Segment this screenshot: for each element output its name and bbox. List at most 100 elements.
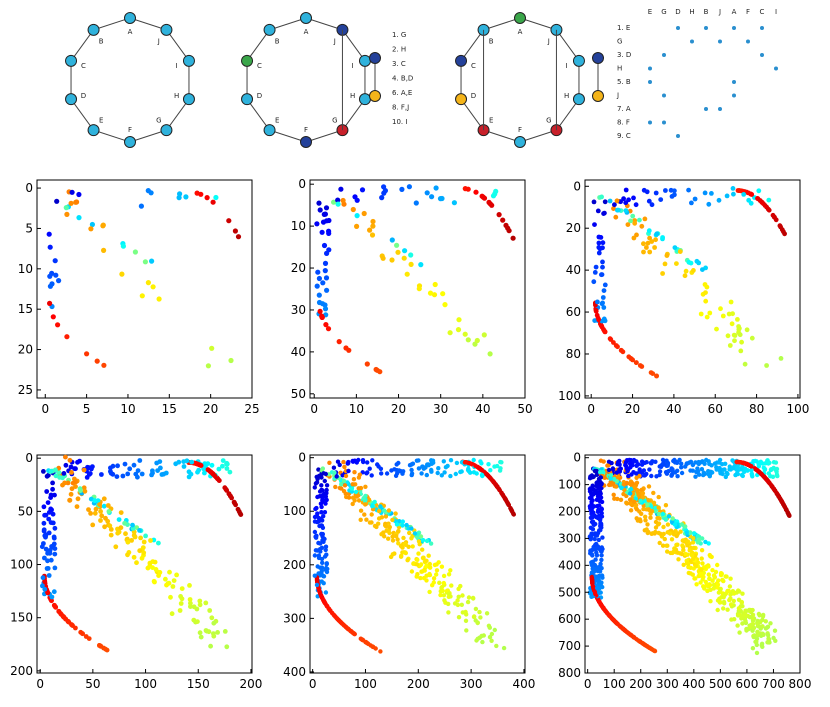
data-point bbox=[653, 525, 659, 530]
ordering-entry: 10. I bbox=[392, 118, 407, 126]
data-point bbox=[679, 522, 684, 527]
data-point bbox=[393, 473, 399, 478]
x-tick-label: 100 bbox=[786, 402, 809, 416]
data-point bbox=[202, 470, 207, 476]
data-point bbox=[644, 245, 649, 250]
data-point bbox=[735, 465, 740, 470]
data-point bbox=[354, 223, 360, 229]
graph-node-label: C bbox=[471, 62, 476, 70]
data-point bbox=[471, 470, 477, 475]
data-point bbox=[320, 301, 326, 307]
data-point bbox=[768, 621, 773, 626]
data-point bbox=[323, 544, 329, 549]
data-point bbox=[317, 489, 323, 494]
data-point bbox=[763, 619, 768, 624]
data-point bbox=[645, 240, 651, 246]
data-point bbox=[168, 594, 173, 600]
data-point bbox=[707, 576, 712, 581]
data-point bbox=[387, 530, 392, 536]
data-point bbox=[97, 502, 102, 507]
data-point bbox=[129, 538, 135, 543]
data-point bbox=[687, 460, 692, 465]
data-point bbox=[125, 552, 130, 558]
data-point bbox=[312, 553, 318, 558]
x-tick-label: 10 bbox=[349, 402, 364, 416]
data-point bbox=[707, 583, 713, 588]
data-point bbox=[197, 630, 203, 636]
data-point bbox=[739, 472, 745, 478]
data-point bbox=[118, 510, 124, 515]
y-tick-label: 20 bbox=[566, 221, 581, 235]
data-point bbox=[188, 604, 193, 609]
data-point bbox=[589, 576, 595, 582]
data-point bbox=[323, 547, 328, 553]
data-point bbox=[637, 473, 642, 479]
data-point bbox=[405, 558, 410, 563]
data-point bbox=[211, 633, 217, 639]
data-point bbox=[137, 528, 142, 533]
data-point bbox=[465, 186, 471, 192]
data-point bbox=[350, 458, 355, 464]
data-point bbox=[49, 544, 54, 549]
graph-edge bbox=[556, 29, 580, 62]
data-point bbox=[787, 513, 792, 518]
data-point bbox=[731, 591, 737, 596]
data-point bbox=[446, 572, 452, 577]
data-point bbox=[487, 634, 493, 640]
data-point bbox=[708, 599, 713, 604]
data-point bbox=[317, 207, 323, 213]
graph-node-label: A bbox=[128, 28, 133, 36]
graph-edge bbox=[70, 29, 94, 62]
data-point bbox=[630, 357, 635, 363]
data-point bbox=[683, 551, 688, 557]
data-point bbox=[598, 508, 603, 514]
data-point bbox=[139, 293, 145, 299]
data-point bbox=[440, 291, 446, 297]
data-point bbox=[641, 249, 646, 255]
data-point bbox=[393, 533, 399, 539]
data-point bbox=[364, 361, 370, 367]
data-point bbox=[608, 614, 613, 620]
graph-node-label: H bbox=[564, 92, 569, 100]
data-point bbox=[137, 458, 143, 463]
data-point bbox=[174, 572, 180, 578]
data-point bbox=[376, 521, 381, 526]
graph-node-label: D bbox=[471, 92, 476, 100]
data-point bbox=[235, 234, 242, 240]
data-point bbox=[641, 495, 646, 500]
data-point bbox=[592, 318, 598, 323]
data-point bbox=[465, 599, 471, 605]
data-point bbox=[314, 582, 320, 588]
x-tick-label: 100 bbox=[354, 677, 377, 691]
data-point bbox=[103, 515, 108, 521]
data-point bbox=[455, 598, 460, 603]
data-point bbox=[94, 358, 100, 364]
matrix-row-label: 7. A bbox=[617, 105, 631, 113]
x-tick-label: 200 bbox=[239, 677, 262, 691]
data-point bbox=[742, 612, 748, 618]
data-point bbox=[176, 459, 182, 465]
data-point bbox=[691, 268, 696, 273]
data-point bbox=[320, 538, 325, 543]
data-point bbox=[42, 555, 47, 561]
data-point bbox=[53, 604, 58, 610]
data-point bbox=[178, 601, 184, 606]
matrix-dot bbox=[732, 26, 736, 30]
graph-edge bbox=[342, 29, 366, 62]
data-point bbox=[686, 561, 691, 567]
data-point bbox=[431, 292, 438, 298]
data-point bbox=[590, 474, 595, 480]
data-point bbox=[479, 472, 485, 478]
graph-node-D bbox=[455, 93, 468, 106]
data-point bbox=[416, 466, 422, 471]
data-point bbox=[400, 471, 405, 476]
data-point bbox=[49, 594, 55, 600]
data-point bbox=[393, 511, 398, 516]
data-point bbox=[43, 534, 48, 540]
scatter-plot-f: 0 100 200 300 400 500 600 700 800010020030040050… bbox=[558, 451, 811, 691]
data-point bbox=[594, 585, 600, 591]
data-point bbox=[132, 534, 138, 540]
data-point bbox=[587, 534, 593, 539]
data-point bbox=[721, 578, 726, 584]
data-point bbox=[683, 268, 689, 274]
